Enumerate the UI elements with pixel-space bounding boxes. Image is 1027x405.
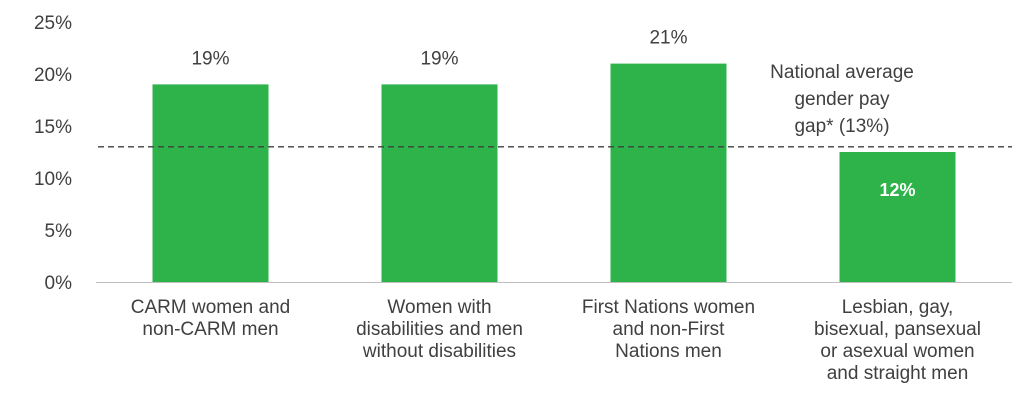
bar — [152, 84, 269, 283]
bar — [610, 63, 727, 282]
category-label: CARM women and non-CARM men — [131, 297, 290, 340]
y-tick-label: 15% — [34, 117, 72, 138]
data-label: 19% — [191, 48, 229, 69]
bar — [839, 152, 956, 282]
data-label: 19% — [420, 48, 458, 69]
y-tick-label: 25% — [34, 13, 72, 34]
x-axis-categories: CARM women and non-CARM men Women with disa… — [131, 297, 981, 384]
y-tick-label: 5% — [45, 221, 73, 242]
y-axis: 0% 5% 10% 15% 20% 25% — [34, 13, 72, 294]
data-label: 21% — [649, 28, 687, 49]
y-tick-label: 0% — [45, 273, 73, 294]
y-tick-label: 20% — [34, 65, 72, 86]
data-labels: 19% 19% 21% 12% — [191, 28, 915, 200]
category-label: Lesbian, gay, bisexual, pansexual or asexu… — [814, 297, 981, 384]
national-average-annotation: National average gender pay gap* (13%) — [770, 62, 914, 137]
bars-group — [152, 63, 956, 283]
data-label: 12% — [879, 180, 915, 200]
y-tick-label: 10% — [34, 169, 72, 190]
category-label: First Nations women and non-First Nations … — [582, 297, 755, 362]
bar — [381, 84, 498, 283]
category-label: Women with disabilities and men without di… — [356, 297, 523, 362]
